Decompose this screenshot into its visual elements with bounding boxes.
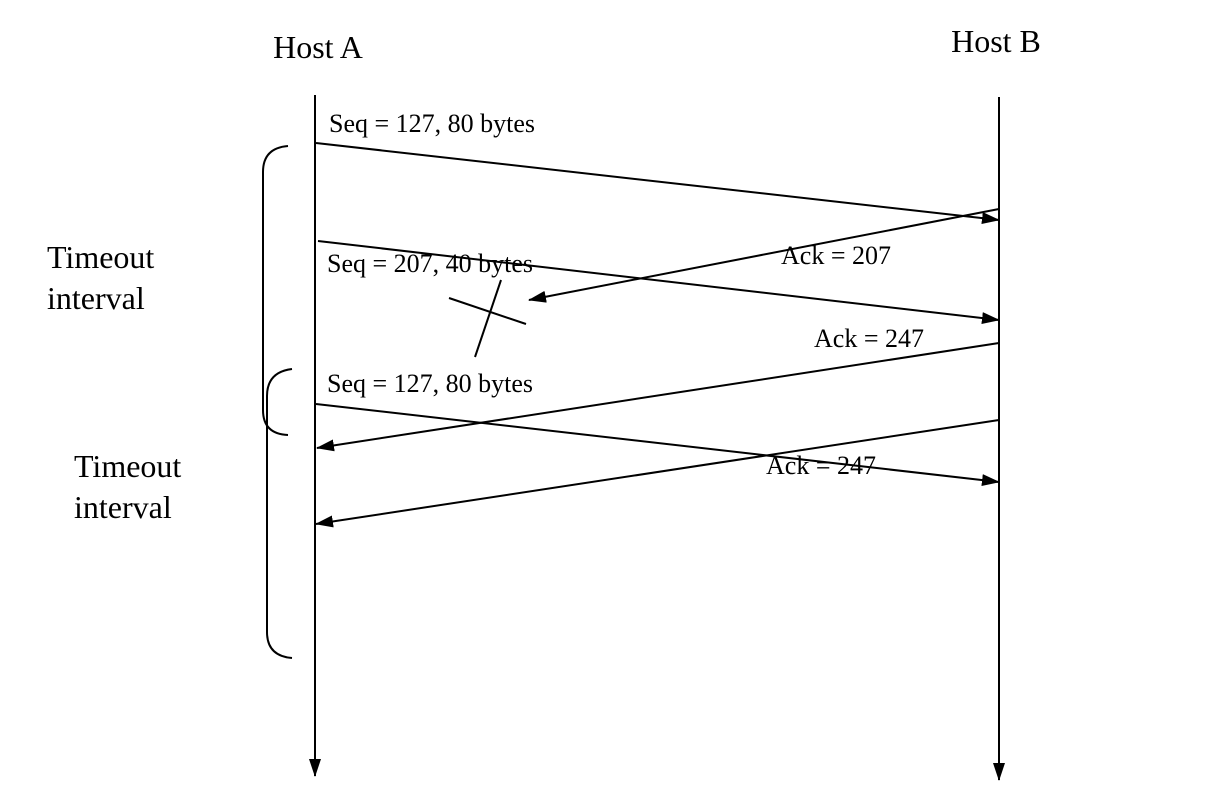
- ack-label-247-second: Ack = 247: [766, 451, 876, 480]
- ack-arrow-247-first: [316, 342, 1000, 452]
- timeout-bracket-1: [262, 145, 289, 436]
- segment-arrow-seq207: [317, 240, 1000, 325]
- segment-arrow-seq127-first: [315, 142, 1000, 225]
- host-a-label: Host A: [273, 29, 363, 65]
- timeout-label-1-line2: interval: [47, 280, 145, 316]
- ack-arrow-247-second: [315, 419, 1000, 528]
- segment-label-seq127-retransmit: Seq = 127, 80 bytes: [327, 369, 533, 398]
- loss-cross-stroke-2: [474, 279, 502, 358]
- loss-cross-stroke-1: [448, 297, 527, 325]
- timeout-label-1-line1: Timeout: [47, 239, 154, 275]
- segment-arrow-seq127-retransmit: [315, 403, 1000, 487]
- ack-label-247-first: Ack = 247: [814, 324, 924, 353]
- ack-arrow-207: [528, 208, 1000, 303]
- segment-label-seq207: Seq = 207, 40 bytes: [327, 249, 533, 278]
- timeout-label-2-line1: Timeout: [74, 448, 181, 484]
- ack-label-207: Ack = 207: [781, 241, 891, 270]
- timeout-label-2-line2: interval: [74, 489, 172, 525]
- timeout-bracket-2: [266, 368, 293, 659]
- host-b-label: Host B: [951, 23, 1041, 59]
- segment-label-seq127-first: Seq = 127, 80 bytes: [329, 109, 535, 138]
